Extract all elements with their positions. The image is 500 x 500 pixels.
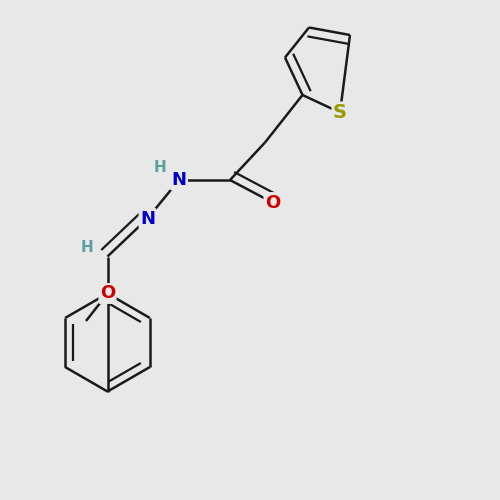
Text: O: O bbox=[100, 284, 115, 302]
Text: S: S bbox=[333, 103, 347, 122]
Text: N: N bbox=[140, 210, 155, 228]
Text: O: O bbox=[265, 194, 280, 212]
Text: H: H bbox=[154, 160, 166, 174]
Text: H: H bbox=[80, 240, 93, 255]
Text: N: N bbox=[172, 171, 186, 189]
